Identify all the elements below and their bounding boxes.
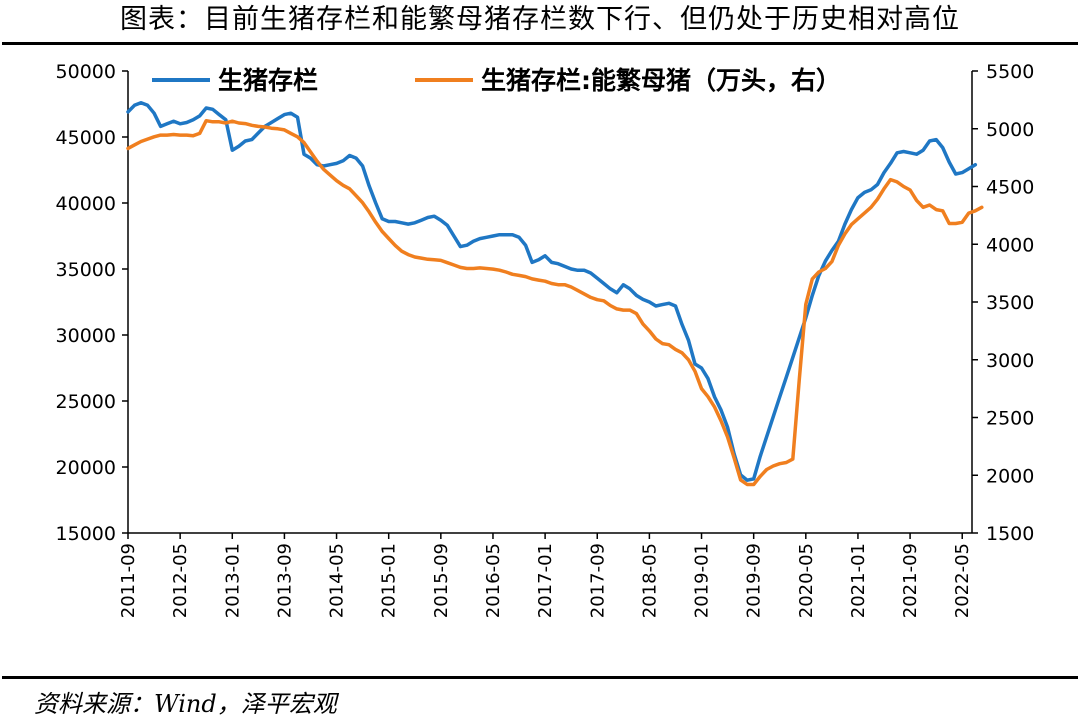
chart-axes: 15000 20000 25000 30000 35000 40000 45000 50000… bbox=[56, 61, 1035, 618]
x-tick-label: 2019-01 bbox=[692, 543, 713, 618]
x-tick-label: 2015-01 bbox=[379, 543, 400, 618]
y-left-tick-label: 15000 bbox=[56, 523, 116, 545]
y-left-tick-label: 20000 bbox=[56, 457, 116, 479]
source-note: 资料来源：Wind，泽平宏观 bbox=[34, 690, 337, 718]
y-left-tick-label: 30000 bbox=[56, 325, 116, 347]
y-right-tick-label: 3000 bbox=[986, 350, 1034, 372]
y-right-tick-label: 5500 bbox=[986, 61, 1034, 83]
y-right-tick-label: 3500 bbox=[986, 292, 1034, 314]
x-tick-label: 2018-05 bbox=[639, 543, 660, 618]
top-rule bbox=[2, 42, 1078, 45]
x-tick-label: 2022-05 bbox=[952, 543, 973, 618]
x-tick-label: 2020-05 bbox=[796, 543, 817, 618]
chart-title: 图表：目前生猪存栏和能繁母猪存栏数下行、但仍处于历史相对高位 bbox=[120, 4, 960, 35]
x-tick-label: 2013-09 bbox=[274, 543, 295, 618]
chart-legend: 生猪存栏 生猪存栏:能繁母猪（万头，右） bbox=[152, 66, 841, 95]
x-tick-label: 2015-09 bbox=[431, 543, 452, 618]
y-right-tick-label: 2500 bbox=[986, 408, 1034, 430]
y-right-tick-label: 4000 bbox=[986, 234, 1034, 256]
y-right-tick-label: 1500 bbox=[986, 523, 1034, 545]
y-left-tick-label: 45000 bbox=[56, 127, 116, 149]
x-tick-label: 2011-09 bbox=[118, 543, 139, 618]
chart-lines bbox=[126, 100, 984, 487]
legend-label-1: 生猪存栏 bbox=[218, 66, 318, 95]
bottom-rule bbox=[2, 676, 1078, 679]
x-tick-label: 2016-05 bbox=[483, 543, 504, 618]
x-tick-label: 2013-01 bbox=[222, 543, 243, 618]
y-left-tick-label: 25000 bbox=[56, 391, 116, 413]
x-tick-label: 2019-09 bbox=[744, 543, 765, 618]
x-tick-label: 2014-05 bbox=[327, 543, 348, 618]
series-line-2 bbox=[126, 118, 984, 487]
legend-label-2: 生猪存栏:能繁母猪（万头，右） bbox=[481, 66, 841, 95]
x-tick-label: 2017-01 bbox=[535, 543, 556, 618]
series-line-1 bbox=[126, 100, 978, 482]
x-tick-label: 2012-05 bbox=[170, 543, 191, 618]
y-right-tick-label: 5000 bbox=[986, 119, 1034, 141]
y-left-tick-label: 40000 bbox=[56, 193, 116, 215]
y-left-tick-label: 50000 bbox=[56, 61, 116, 83]
x-tick-label: 2021-09 bbox=[900, 543, 921, 618]
x-tick-label: 2017-09 bbox=[587, 543, 608, 618]
x-tick-label: 2021-01 bbox=[848, 543, 869, 618]
y-right-tick-label: 2000 bbox=[986, 465, 1034, 487]
y-right-tick-label: 4500 bbox=[986, 177, 1034, 199]
y-left-tick-label: 35000 bbox=[56, 259, 116, 281]
